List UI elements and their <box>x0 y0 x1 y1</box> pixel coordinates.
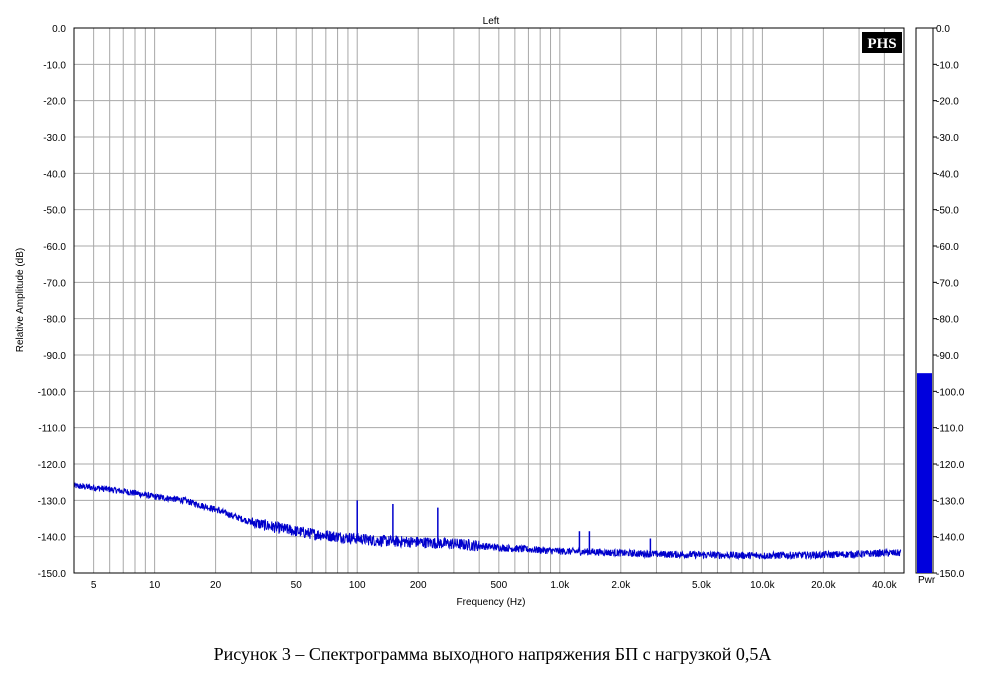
grid <box>74 27 904 574</box>
figure-caption: Рисунок 3 – Спектрограмма выходного напр… <box>213 644 772 664</box>
logo-text: PHS <box>867 36 896 52</box>
meter-tick-label: -60.0 <box>936 242 959 253</box>
x-tick-label: 20.0k <box>811 580 836 591</box>
meter-label: Pwr <box>918 575 936 586</box>
y-tick-label: -110.0 <box>38 424 66 435</box>
meter-tick-label: -140.0 <box>936 533 965 544</box>
series-line-left <box>73 482 902 561</box>
y-tick-label: 0.0 <box>52 24 66 35</box>
phs-logo: PHS <box>862 32 902 53</box>
y-tick-label: -100.0 <box>38 387 67 398</box>
y-tick-labels: 0.0 -10.0 -20.0 -30.0 -40.0 -50.0 -60.0 -70.0 -8… <box>38 24 67 580</box>
meter-tick-label: -150.0 <box>936 569 965 580</box>
x-tick-label: 100 <box>349 580 366 591</box>
y-tick-label: -150.0 <box>38 569 67 580</box>
meter-fill <box>917 373 932 573</box>
y-tick-label: -70.0 <box>43 278 66 289</box>
plot-area <box>73 482 902 561</box>
y-tick-label: -10.0 <box>43 60 66 71</box>
chart-title: Left <box>483 16 500 27</box>
x-tick-label: 5.0k <box>692 580 712 591</box>
y-tick-label: -140.0 <box>38 533 67 544</box>
meter-tick-label: -70.0 <box>936 278 959 289</box>
meter-tick-label: -130.0 <box>936 496 965 507</box>
meter-tick-label: -30.0 <box>936 133 959 144</box>
y-tick-label: -120.0 <box>38 460 67 471</box>
meter-tick-label: -20.0 <box>936 97 959 108</box>
y-tick-label: -90.0 <box>43 351 66 362</box>
x-tick-label: 500 <box>490 580 507 591</box>
power-meter: 0.0 -10.0 -20.0 -30.0 -40.0 -50.0 -60.0 -70.0 -8… <box>915 24 965 580</box>
y-tick-label: -130.0 <box>38 496 67 507</box>
y-tick-label: -60.0 <box>43 242 66 253</box>
meter-tick-label: -10.0 <box>936 60 959 71</box>
x-tick-label: 20 <box>210 580 222 591</box>
meter-tick-label: -50.0 <box>936 206 959 217</box>
meter-tick-label: -120.0 <box>936 460 965 471</box>
meter-tick-label: -110.0 <box>936 424 964 435</box>
y-tick-label: -40.0 <box>43 169 66 180</box>
x-tick-label: 2.0k <box>611 580 631 591</box>
y-tick-label: -80.0 <box>43 315 66 326</box>
meter-tick-label: -80.0 <box>936 315 959 326</box>
x-tick-label: 10.0k <box>750 580 775 591</box>
x-tick-label: 5 <box>91 580 97 591</box>
x-tick-label: 50 <box>291 580 303 591</box>
x-tick-label: 200 <box>410 580 427 591</box>
y-tick-label: -50.0 <box>43 206 66 217</box>
meter-tick-label: 0.0 <box>936 24 950 35</box>
meter-tick-label: -90.0 <box>936 351 959 362</box>
x-tick-label: 1.0k <box>550 580 570 591</box>
x-tick-label: 40.0k <box>872 580 897 591</box>
x-axis-label: Frequency (Hz) <box>457 597 526 608</box>
plot-frame <box>73 27 905 574</box>
y-tick-label: -30.0 <box>43 133 66 144</box>
meter-tick-label: -40.0 <box>936 169 959 180</box>
meter-tick-label: -100.0 <box>936 387 965 398</box>
x-tick-labels: 5 10 20 50 100 200 500 1.0k 2.0k 5.0k 10.0k 20.0k 40… <box>91 580 898 591</box>
y-axis-label: Relative Amplitude (dB) <box>15 248 26 353</box>
y-tick-label: -20.0 <box>43 97 66 108</box>
x-tick-label: 10 <box>149 580 161 591</box>
